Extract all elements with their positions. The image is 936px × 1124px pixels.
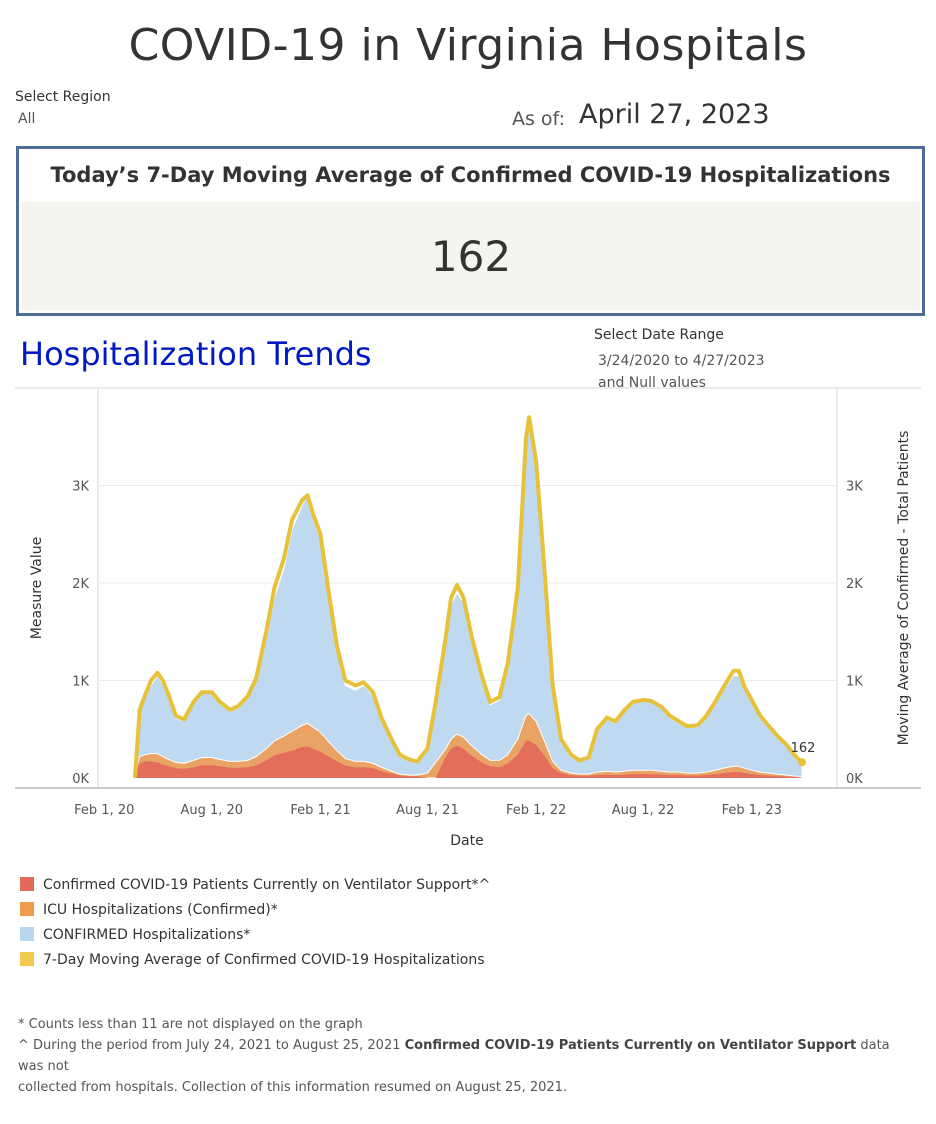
as-of-label: As of:: [512, 108, 565, 130]
x-tick-label: Feb 1, 21: [290, 803, 350, 818]
legend-swatch: [20, 877, 34, 891]
x-tick-label: Aug 1, 22: [612, 803, 675, 818]
y-tick-label: 3K: [72, 480, 89, 495]
date-range-filter-select[interactable]: 3/24/2020 to 4/27/2023 and Null values: [598, 350, 765, 394]
legend-swatch: [20, 902, 34, 916]
x-axis-title: Date: [450, 833, 483, 849]
footnote-3: collected from hospitals. Collection of …: [18, 1080, 568, 1095]
chart-frame: [15, 387, 921, 788]
legend-swatch: [20, 952, 34, 966]
moving-average-end-label: 162: [791, 741, 816, 756]
x-tick-label: Feb 1, 20: [74, 803, 134, 818]
y-tick-label: 2K: [72, 577, 89, 592]
date-range-filter-label: Select Date Range: [594, 327, 724, 343]
legend-item[interactable]: CONFIRMED Hospitalizations*: [20, 927, 250, 943]
series-area-ventilator[interactable]: [135, 740, 802, 778]
axes: 0K 0K 1K 1K 2K 2K 3K 3K Feb 1, 20 Aug 1, 20 Feb 1,…: [72, 480, 863, 819]
series-areas: [134, 417, 803, 779]
date-range-value: 3/24/2020 to 4/27/2023: [598, 353, 765, 369]
trends-section-title: Hospitalization Trends: [20, 335, 372, 373]
series-area-confirmed[interactable]: [134, 417, 803, 779]
page-title: COVID-19 in Virginia Hospitals: [128, 20, 808, 71]
moving-average-end-point[interactable]: [798, 758, 806, 767]
series-lines: 162: [133, 415, 816, 779]
right-y-tick-label: 0K: [846, 772, 863, 787]
hospitalization-trends-chart[interactable]: 162 0K 0K 1K 1K 2K 2K 3K 3K Feb 1, 20 Aug 1, 20 Fe…: [0, 380, 936, 860]
right-y-tick-label: 1K: [846, 675, 863, 690]
legend-item[interactable]: Confirmed COVID-19 Patients Currently on…: [20, 877, 490, 893]
kpi-value-band: 162: [22, 202, 920, 310]
y-axis-title: Measure Value: [29, 537, 45, 639]
legend-label: CONFIRMED Hospitalizations*: [43, 927, 251, 943]
as-of-date: April 27, 2023: [579, 99, 770, 130]
footnote-2-end: data was not: [18, 1038, 890, 1074]
footnote-2-emphasis: Confirmed COVID-19 Patients Currently on…: [404, 1038, 857, 1053]
legend-swatch: [20, 927, 34, 941]
footnotes: * Counts less than 11 are not displayed …: [18, 1014, 898, 1098]
footnote-2: ^ During the period from July 24, 2021 t…: [18, 1035, 898, 1077]
kpi-value: 162: [430, 232, 512, 281]
footnote-2-start: ^ During the period from July 24, 2021 t…: [18, 1038, 405, 1053]
x-tick-label: Feb 1, 22: [506, 803, 566, 818]
kpi-card: Today’s 7-Day Moving Average of Confirme…: [16, 146, 925, 316]
legend-item[interactable]: ICU Hospitalizations (Confirmed)*: [20, 902, 278, 918]
date-range-null-option: and Null values: [598, 375, 706, 391]
region-filter-label: Select Region: [15, 89, 111, 105]
x-tick-label: Aug 1, 21: [396, 803, 459, 818]
y-tick-label: 1K: [72, 675, 89, 690]
legend-label: 7-Day Moving Average of Confirmed COVID-…: [43, 952, 485, 968]
footnote-1: * Counts less than 11 are not displayed …: [18, 1017, 363, 1032]
legend-item[interactable]: 7-Day Moving Average of Confirmed COVID-…: [20, 952, 485, 968]
x-tick-label: Feb 1, 23: [722, 803, 782, 818]
right-y-axis-title: Moving Average of Confirmed - Total Pati…: [896, 431, 912, 746]
legend-label: Confirmed COVID-19 Patients Currently on…: [43, 877, 491, 893]
right-y-tick-label: 2K: [846, 577, 863, 592]
region-filter-select[interactable]: All: [18, 111, 36, 127]
y-tick-label: 0K: [72, 772, 89, 787]
series-line-moving-average[interactable]: [133, 415, 804, 779]
x-tick-label: Aug 1, 20: [180, 803, 243, 818]
right-y-tick-label: 3K: [846, 480, 863, 495]
legend-label: ICU Hospitalizations (Confirmed)*: [43, 902, 278, 918]
kpi-title: Today’s 7-Day Moving Average of Confirme…: [50, 163, 891, 187]
